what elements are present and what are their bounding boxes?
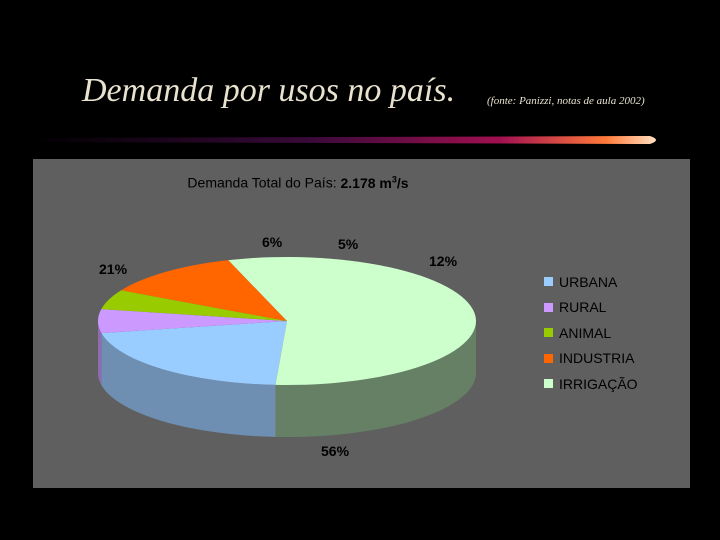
legend-swatch-industria (544, 353, 553, 363)
pie-slice-animal (101, 290, 287, 321)
chart-title-suffix: /s (396, 174, 409, 191)
legend-swatch-urbana (544, 277, 553, 287)
pct-label-animal: 5% (338, 236, 359, 252)
chart-panel: Demanda Total do País: 2.178 m3/s 21% 6%… (33, 159, 690, 488)
title-gradient-bar (30, 136, 656, 144)
pct-label-irrigacao: 56% (321, 443, 350, 459)
legend-item-irrigacao: IRRIGAÇÃO (544, 371, 638, 397)
legend-swatch-animal (544, 328, 553, 338)
legend-item-animal: ANIMAL (544, 320, 638, 346)
pie-chart (98, 257, 476, 437)
pie-slice-irrigacao (228, 257, 476, 385)
legend-swatch-rural (544, 302, 553, 312)
pie-side-urbana (101, 333, 276, 437)
pct-label-rural: 6% (262, 234, 283, 250)
pct-label-industria: 12% (429, 253, 458, 269)
pie-slice-urbana (101, 321, 287, 385)
chart-title-prefix: Demanda Total do País: (187, 174, 337, 191)
legend-item-rural: RURAL (544, 295, 638, 321)
legend-item-urbana: URBANA (544, 269, 638, 295)
chart-title-value: 2.178 m (340, 174, 392, 191)
pie-side-rural (98, 321, 102, 386)
chart-title: Demanda Total do País: 2.178 m3/s (33, 174, 563, 191)
pct-label-urbana: 21% (99, 261, 128, 277)
legend-label-animal: ANIMAL (559, 324, 612, 341)
legend-swatch-irrigacao (544, 379, 553, 389)
slide-source: (fonte: Panizzi, notas de aula 2002) (487, 95, 645, 107)
legend-label-irrigacao: IRRIGAÇÃO (559, 375, 638, 392)
legend-label-rural: RURAL (559, 299, 607, 316)
legend-label-industria: INDUSTRIA (559, 350, 635, 367)
pie-slice-rural (98, 309, 287, 334)
pie-slice-industria (121, 260, 287, 321)
pie-side-irrigacao (275, 321, 476, 437)
chart-title-sup: 3 (391, 174, 397, 184)
legend-item-industria: INDUSTRIA (544, 346, 638, 372)
legend-label-urbana: URBANA (559, 273, 618, 290)
legend: URBANA RURAL ANIMAL INDUSTRIA IRRIGAÇÃO (544, 269, 638, 397)
slide-title: Demanda por usos no país. (82, 72, 456, 109)
